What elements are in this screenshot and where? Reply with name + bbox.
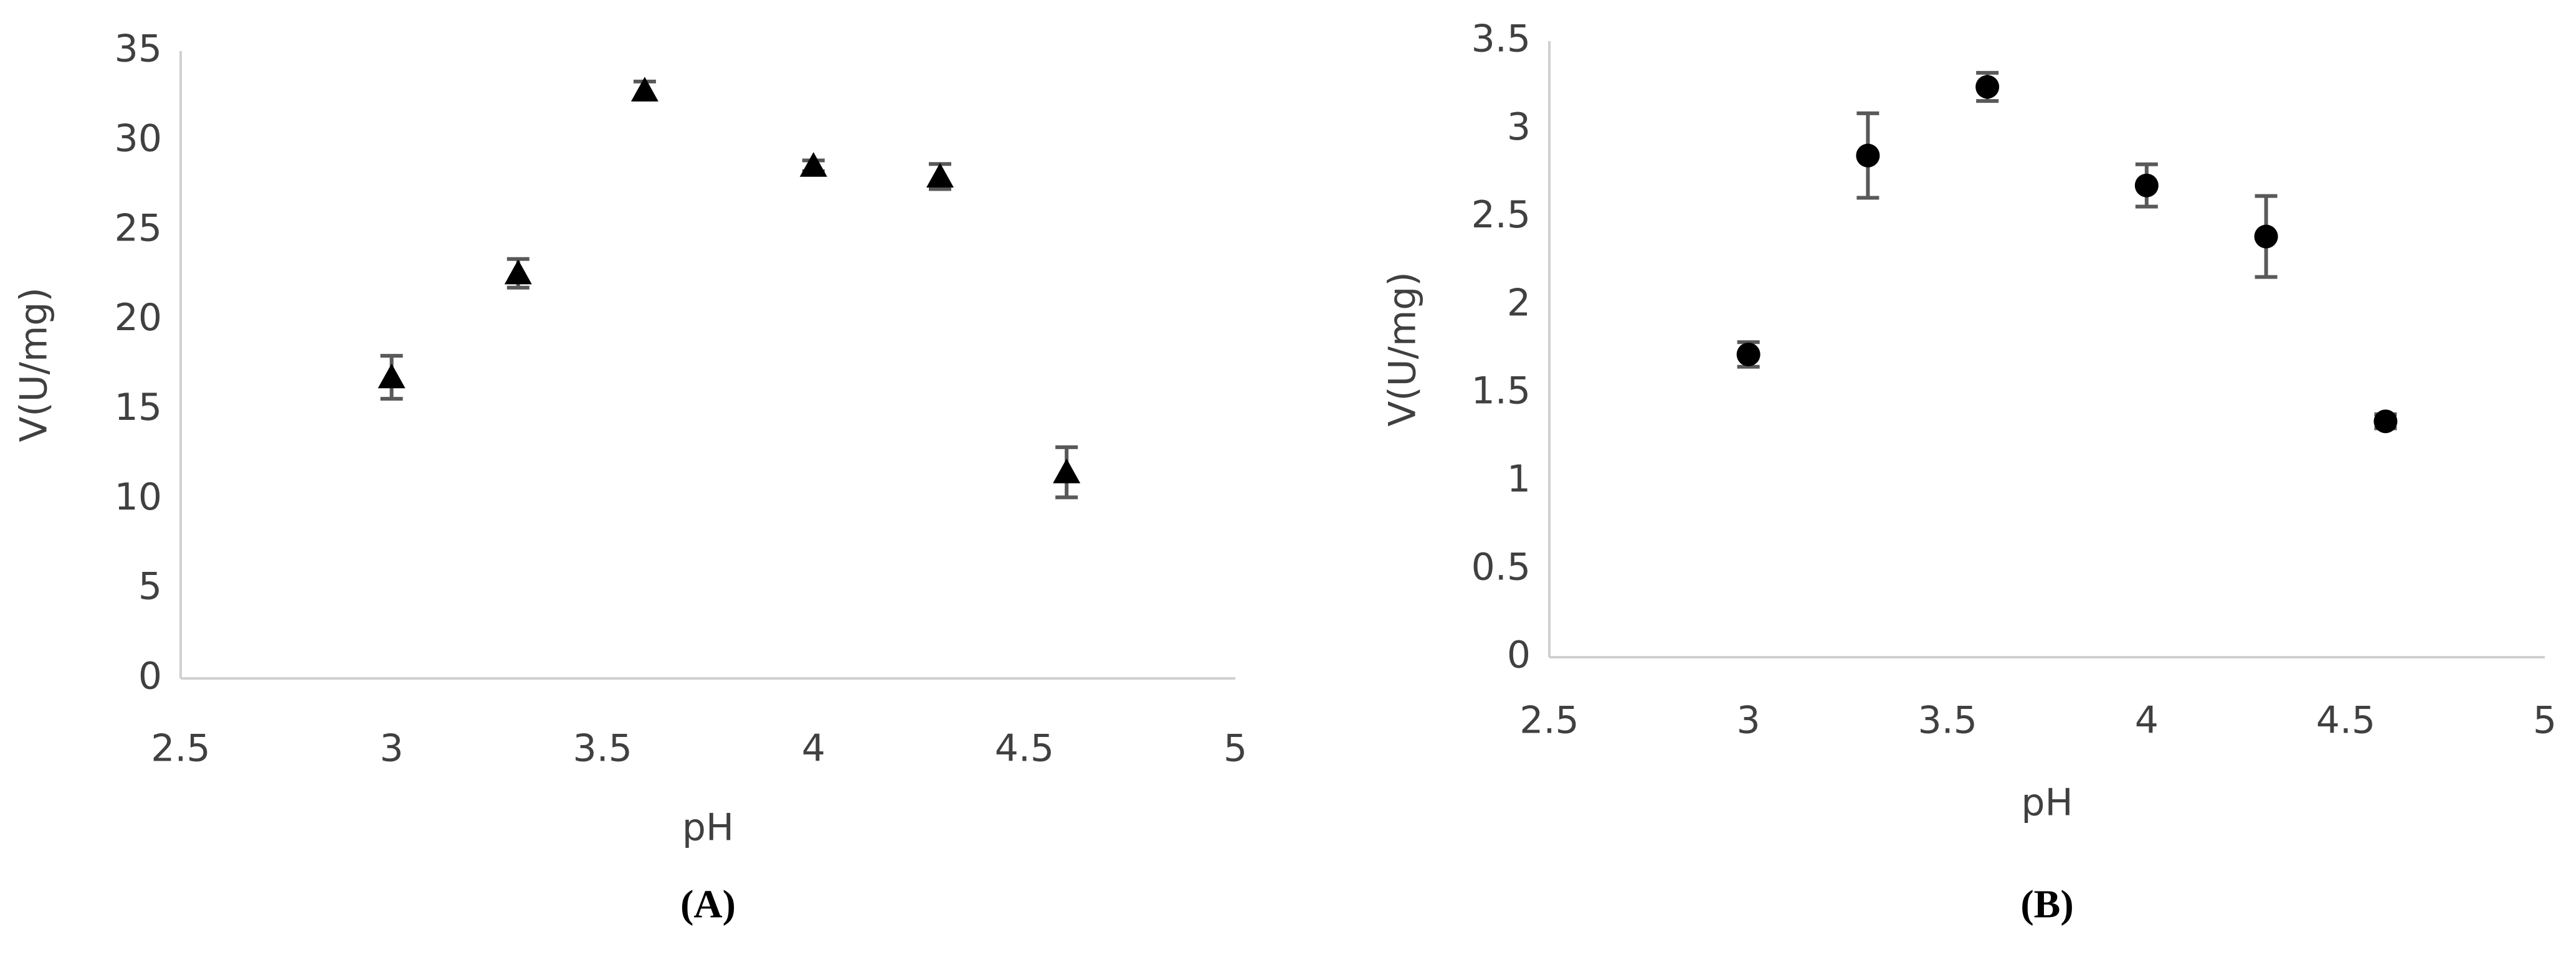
y-tick-label: 20 (115, 296, 162, 340)
marker (1736, 342, 1761, 366)
marker (1053, 458, 1081, 483)
x-tick-label: 3 (380, 727, 404, 771)
marker (504, 259, 532, 285)
y-tick-label: 10 (115, 475, 162, 519)
x-tick-label: 4.5 (2316, 699, 2375, 743)
marker (1856, 143, 1880, 168)
marker (378, 363, 406, 389)
x-tick-label: 2.5 (151, 727, 210, 771)
panel-label: (A) (680, 882, 736, 926)
x-tick-label: 3.5 (1918, 699, 1977, 743)
x-tick-label: 5 (2533, 699, 2557, 743)
marker (2374, 409, 2398, 434)
y-tick-label: 3 (1507, 105, 1531, 149)
marker (630, 77, 658, 102)
y-tick-label: 15 (115, 386, 162, 429)
marker (926, 163, 954, 188)
marker (2134, 173, 2159, 197)
y-tick-label: 3.5 (1471, 17, 1531, 61)
y-tick-label: 0 (1507, 634, 1531, 677)
y-axis-label: V(U/mg) (12, 287, 56, 442)
x-tick-label: 5 (1224, 727, 1247, 771)
x-tick-label: 4 (802, 727, 825, 771)
marker (2254, 224, 2278, 249)
x-axis-label: pH (2021, 781, 2073, 825)
y-tick-label: 1.5 (1471, 369, 1531, 413)
y-tick-label: 25 (115, 206, 162, 250)
y-axis-label: V(U/mg) (1381, 272, 1425, 427)
y-tick-label: 0.5 (1471, 545, 1531, 589)
y-tick-label: 0 (138, 655, 162, 698)
x-tick-label: 3.5 (573, 727, 632, 771)
x-tick-label: 3 (1737, 699, 1761, 743)
marker (1975, 75, 2000, 99)
y-tick-label: 35 (115, 27, 162, 71)
y-tick-label: 2 (1507, 281, 1531, 325)
panel-label: (B) (2020, 882, 2073, 926)
y-tick-label: 5 (138, 565, 162, 609)
y-tick-label: 1 (1507, 457, 1531, 501)
x-axis-label: pH (682, 806, 734, 850)
x-tick-label: 2.5 (1519, 699, 1579, 743)
y-tick-label: 2.5 (1471, 193, 1531, 237)
x-tick-label: 4 (2135, 699, 2159, 743)
marker (799, 152, 827, 177)
y-tick-label: 30 (115, 116, 162, 160)
x-tick-label: 4.5 (995, 727, 1054, 771)
